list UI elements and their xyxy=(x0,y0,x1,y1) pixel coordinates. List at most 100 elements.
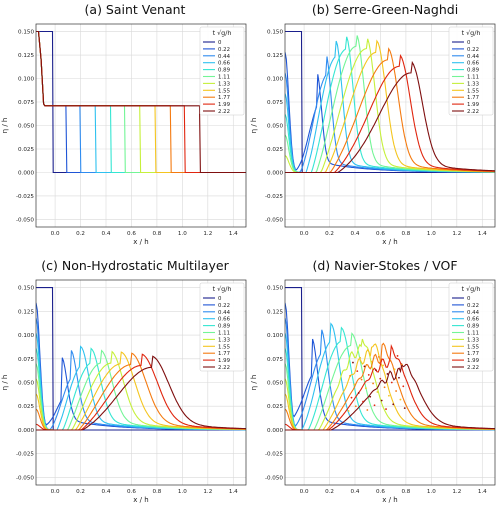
legend-entry: 0.66 xyxy=(218,61,231,67)
x-axis-label: x / h xyxy=(133,238,148,246)
legend-entry: 1.99 xyxy=(467,102,480,108)
legend-entry: 0.22 xyxy=(218,303,230,309)
legend: t √g/h 00.220.440.660.891.111.331.551.771… xyxy=(199,26,245,116)
legend-entry: 2.22 xyxy=(218,109,230,115)
y-tick-label: 0.000 xyxy=(267,170,283,176)
x-tick-label: 1.2 xyxy=(203,489,212,495)
spray-point xyxy=(390,381,393,384)
x-tick-label: 0.0 xyxy=(300,489,309,495)
x-tick-label: 0.4 xyxy=(351,489,360,495)
legend-title: t √g/h xyxy=(462,285,481,293)
legend-entry: 2.22 xyxy=(218,365,230,371)
series-line-t0 xyxy=(36,287,246,431)
x-tick-label: 0.2 xyxy=(325,489,334,495)
x-tick-label: 1.4 xyxy=(229,489,238,495)
spray-point xyxy=(372,382,374,385)
legend-entry: 0.44 xyxy=(218,310,231,316)
y-tick-label: 0.050 xyxy=(18,381,34,387)
y-tick-label: -0.025 xyxy=(265,452,283,458)
spray-point xyxy=(399,398,402,401)
spray-point xyxy=(382,364,385,367)
legend-title: t √g/h xyxy=(213,285,232,293)
x-tick-label: 0.8 xyxy=(152,231,161,237)
legend-entry: 0.44 xyxy=(467,54,480,60)
x-tick-label: 1.2 xyxy=(452,489,461,495)
plot-frame xyxy=(35,279,247,486)
x-tick-label: 1.0 xyxy=(427,489,436,495)
legend-entry: 1.55 xyxy=(467,88,479,94)
spray-point xyxy=(369,395,372,398)
legend-entry: 1.99 xyxy=(218,358,231,364)
spray-point xyxy=(352,361,354,364)
y-tick-label: 0.125 xyxy=(18,53,34,59)
spray-point xyxy=(403,407,406,410)
legend-entry: 1.55 xyxy=(467,344,479,350)
legend-entry: 1.55 xyxy=(218,344,230,350)
y-tick-label: 0.150 xyxy=(267,30,283,36)
spray-point xyxy=(380,399,383,402)
x-tick-label: 0.4 xyxy=(102,489,111,495)
y-tick-label: 0.125 xyxy=(267,53,283,59)
y-tick-label: -0.050 xyxy=(265,217,283,223)
x-tick-label: 0.6 xyxy=(376,231,385,237)
spray-point xyxy=(370,360,373,363)
legend-entry: 0.22 xyxy=(467,303,479,309)
spray-point xyxy=(357,392,360,394)
x-tick-label: 0.4 xyxy=(102,231,111,237)
series-lines xyxy=(285,30,495,174)
legend-entry: 0 xyxy=(218,40,222,46)
panel-title: (c) Non-Hydrostatic Multilayer xyxy=(41,258,229,273)
spray-point xyxy=(392,403,395,406)
y-tick-label: -0.050 xyxy=(16,217,34,223)
legend-entry: 1.11 xyxy=(467,331,479,337)
legend: t √g/h 00.220.440.660.891.111.331.551.771… xyxy=(199,282,245,372)
series-lines xyxy=(285,287,495,431)
spray-point xyxy=(347,410,350,412)
spray-point xyxy=(353,383,356,386)
x-tick-label: 1.2 xyxy=(452,231,461,237)
legend-entry: 1.33 xyxy=(467,81,479,87)
panel-title: (a) Saint Venant xyxy=(85,2,186,17)
legend-entry: 0 xyxy=(467,296,471,302)
spray-point xyxy=(366,409,369,411)
y-tick-label: 0.050 xyxy=(267,124,283,130)
legend-entry: 0 xyxy=(467,40,471,46)
series-line-t2.22 xyxy=(36,30,246,174)
y-tick-label: 0.000 xyxy=(267,428,283,434)
series-line-t2.22 xyxy=(285,362,495,431)
y-tick-label: 0.100 xyxy=(18,77,34,83)
spray-point xyxy=(388,394,390,397)
plot-frame xyxy=(284,279,496,486)
spray-point xyxy=(349,374,351,377)
x-tick-label: 1.0 xyxy=(178,231,187,237)
series-line-t0 xyxy=(285,287,495,431)
spray-point xyxy=(398,376,400,379)
x-tick-label: 0.6 xyxy=(376,489,385,495)
legend-entry: 1.77 xyxy=(218,95,230,101)
x-tick-label: 1.4 xyxy=(229,231,238,237)
spray-point xyxy=(402,385,405,388)
legend-entry: 1.11 xyxy=(467,75,479,81)
legend-entry: 1.11 xyxy=(218,75,230,81)
x-tick-label: 0.2 xyxy=(76,489,85,495)
y-tick-label: -0.025 xyxy=(16,194,34,200)
y-tick-label: -0.050 xyxy=(265,475,283,481)
legend-entry: 0.89 xyxy=(218,68,231,74)
y-tick-label: 0.100 xyxy=(18,333,34,339)
y-tick-label: 0.125 xyxy=(18,309,34,315)
legend-entry: 0.89 xyxy=(467,324,480,330)
legend-title: t √g/h xyxy=(213,29,232,37)
legend-title: t √g/h xyxy=(462,29,481,37)
y-tick-label: 0.025 xyxy=(18,147,34,153)
legend-entry: 0.66 xyxy=(467,61,480,67)
spray-point xyxy=(360,378,363,381)
y-tick-label: 0.100 xyxy=(267,77,283,83)
y-tick-label: 0.150 xyxy=(18,286,34,292)
legend-entry: 0.66 xyxy=(218,317,231,323)
legend-entry: 2.22 xyxy=(467,109,479,115)
y-axis-label: η / h xyxy=(250,375,258,391)
spray-point xyxy=(375,369,377,372)
spray-point xyxy=(367,374,370,376)
y-tick-label: 0.025 xyxy=(267,404,283,410)
